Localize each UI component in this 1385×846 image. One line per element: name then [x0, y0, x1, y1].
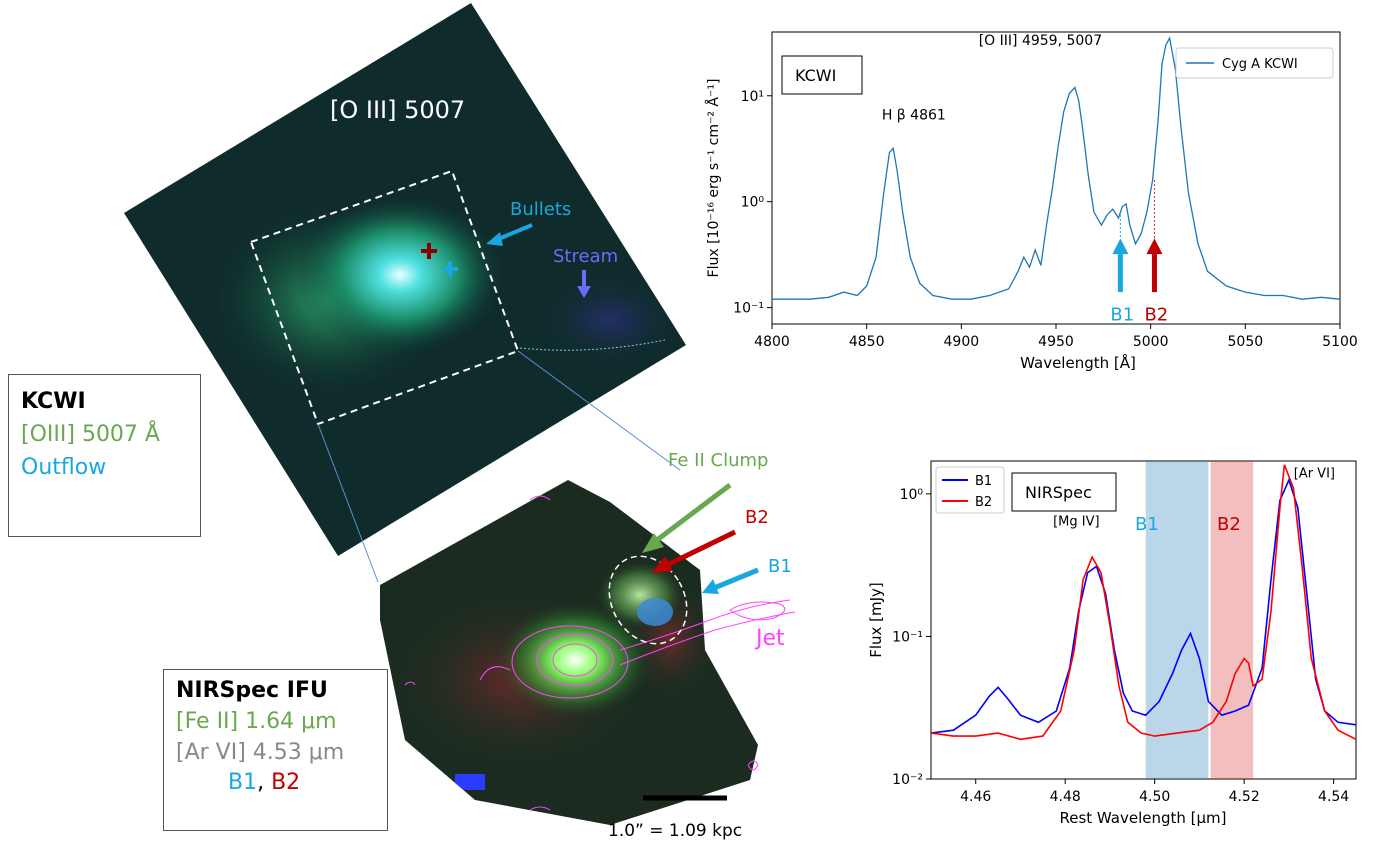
nirspec-xtick-label: 4.52 — [1229, 789, 1260, 805]
kcwi-xtick-label: 4950 — [1038, 334, 1074, 350]
hbeta-annotation: H β 4861 — [882, 107, 946, 123]
nirspec-plot-area — [930, 460, 1357, 780]
arvi-annotation: [Ar VI] — [1294, 467, 1335, 482]
kcwi-xlabel: Wavelength [Å] — [1020, 353, 1136, 372]
b1-annotation: B1 — [1110, 304, 1134, 325]
b2-arrow-head — [652, 556, 673, 573]
b2-series-line — [930, 464, 1357, 741]
nirspec-xtick-label: 4.46 — [960, 789, 991, 805]
fe-clump-arrow — [651, 483, 732, 545]
jet-label: Jet — [754, 626, 785, 651]
scale-label: 1.0” = 1.09 kpc — [608, 821, 742, 841]
fe-clump-label: Fe II Clump — [668, 450, 768, 471]
kcwi-legend-box: KCWI [OIII] 5007 Å Outflow — [8, 374, 201, 537]
kcwi-image-title: [O III] 5007 — [330, 96, 465, 124]
kcwi-inset-box — [781, 55, 863, 95]
stream-arc — [519, 339, 666, 351]
b1-band-label: B1 — [1135, 514, 1159, 535]
bullets-label: Bullets — [510, 199, 571, 220]
nirspec-xlabel: Rest Wavelength [μm] — [1059, 809, 1226, 827]
b1-legend-entry: B1 — [975, 474, 992, 489]
kcwi-legend-line: [OIII] 5007 Å — [21, 422, 160, 447]
nirspec-legend-box: NIRSpec IFU [Fe II] 1.64 μm [Ar VI] 4.53… — [163, 669, 388, 831]
kcwi-xtick-label: 4850 — [849, 334, 885, 350]
kcwi-xtick-label: 5050 — [1228, 334, 1264, 350]
jet-contours — [404, 495, 796, 811]
b2-arrow — [663, 529, 737, 569]
bullets-arrow — [495, 223, 533, 242]
b1-arrow — [713, 567, 759, 591]
kcwi-plot-area — [771, 31, 1341, 325]
legend-b1: B1 — [228, 770, 258, 796]
kcwi-legend-entry: Cyg A KCWI — [1222, 57, 1298, 72]
kcwi-legend-outflow: Outflow — [21, 455, 107, 480]
b2-cross — [421, 243, 437, 259]
legend-b2: B2 — [271, 770, 301, 796]
b1-series-line — [930, 477, 1357, 734]
nirspec-ifu-image: Fe II Clump B2 B1 Jet 1.0” = 1.09 kpc — [380, 450, 796, 841]
kcwi-ytick-label: 10⁻¹ — [733, 301, 764, 317]
nirspec-legend-fe: [Fe II] 1.64 μm — [176, 708, 337, 734]
b2-annotation: B2 — [1144, 304, 1168, 325]
nirspec-inset-label: NIRSpec — [1025, 483, 1092, 502]
nirspec-xtick-label: 4.48 — [1050, 789, 1081, 805]
nirspec-legend — [935, 466, 1005, 514]
band-b2 — [1210, 461, 1254, 779]
b1-arrow-head — [702, 579, 719, 594]
nirspec-xtick-label: 4.54 — [1318, 789, 1349, 805]
kcwi-xtick-label: 4900 — [944, 334, 980, 350]
nirspec-ytick-label: 10⁻² — [892, 772, 923, 788]
fe-clump-arrow-head — [642, 533, 664, 553]
nirspec-ytick-label: 10⁰ — [900, 487, 924, 503]
kcwi-ylabel: Flux [10⁻¹⁶ erg s⁻¹ cm⁻² Å⁻¹] — [705, 79, 722, 278]
fe-clump-ellipse — [608, 555, 688, 645]
mgiv-annotation: [Mg IV] — [1053, 514, 1099, 529]
connector-line — [317, 423, 379, 583]
nirspec-inset-box — [1011, 472, 1117, 512]
b1-cross — [442, 261, 458, 277]
kcwi-ytick-label: 10⁰ — [741, 195, 765, 211]
b1-arrow-head — [1112, 238, 1129, 255]
stream-arrow-head — [577, 286, 591, 298]
kcwi-legend — [1175, 47, 1334, 79]
kcwi-series-line — [772, 36, 1341, 300]
kcwi-oiii-image: [O III] 5007 Bullets Stream — [124, 3, 686, 583]
kcwi-spectrum-chart: 4800 4850 4900 4950 5000 5050 5100 10⁻¹ 10⁰ 10¹ H… — [705, 31, 1358, 372]
band-b1 — [1145, 461, 1209, 779]
kcwi-xtick-label: 5000 — [1133, 334, 1169, 350]
bullets-arrow-head — [486, 232, 503, 246]
b1-image-label: B1 — [768, 556, 792, 577]
nirspec-ytick-label: 10⁻¹ — [892, 629, 923, 645]
kcwi-xtick-label: 5100 — [1322, 334, 1358, 350]
nirspec-legend-title: NIRSpec IFU — [176, 678, 328, 703]
b2-image-label: B2 — [745, 507, 769, 528]
stream-label: Stream — [553, 246, 618, 267]
oiii-annotation: [O III] 4959, 5007 — [979, 33, 1102, 49]
connector-line — [517, 350, 681, 471]
kcwi-xtick-label: 4800 — [754, 334, 790, 350]
nirspec-ylabel: Flux [mJy] — [867, 582, 885, 658]
nirspec-legend-b1b2: B1, B2 — [176, 768, 387, 799]
b2-arrow-head — [1146, 238, 1163, 255]
nirspec-xtick-label: 4.50 — [1139, 789, 1170, 805]
nirspec-spectrum-chart: 4.46 4.48 4.50 4.52 4.54 10⁻² 10⁻¹ 10⁰ B1 B2 [M… — [867, 460, 1357, 827]
b2-band-label: B2 — [1217, 514, 1241, 535]
kcwi-ytick-label: 10¹ — [741, 89, 764, 105]
b2-legend-entry: B2 — [975, 495, 992, 510]
nirspec-legend-ar: [Ar VI] 4.53 μm — [176, 739, 345, 765]
legend-sep: , — [257, 770, 272, 796]
kcwi-legend-title: KCWI — [21, 389, 86, 414]
kcwi-inset-label: KCWI — [795, 66, 836, 85]
